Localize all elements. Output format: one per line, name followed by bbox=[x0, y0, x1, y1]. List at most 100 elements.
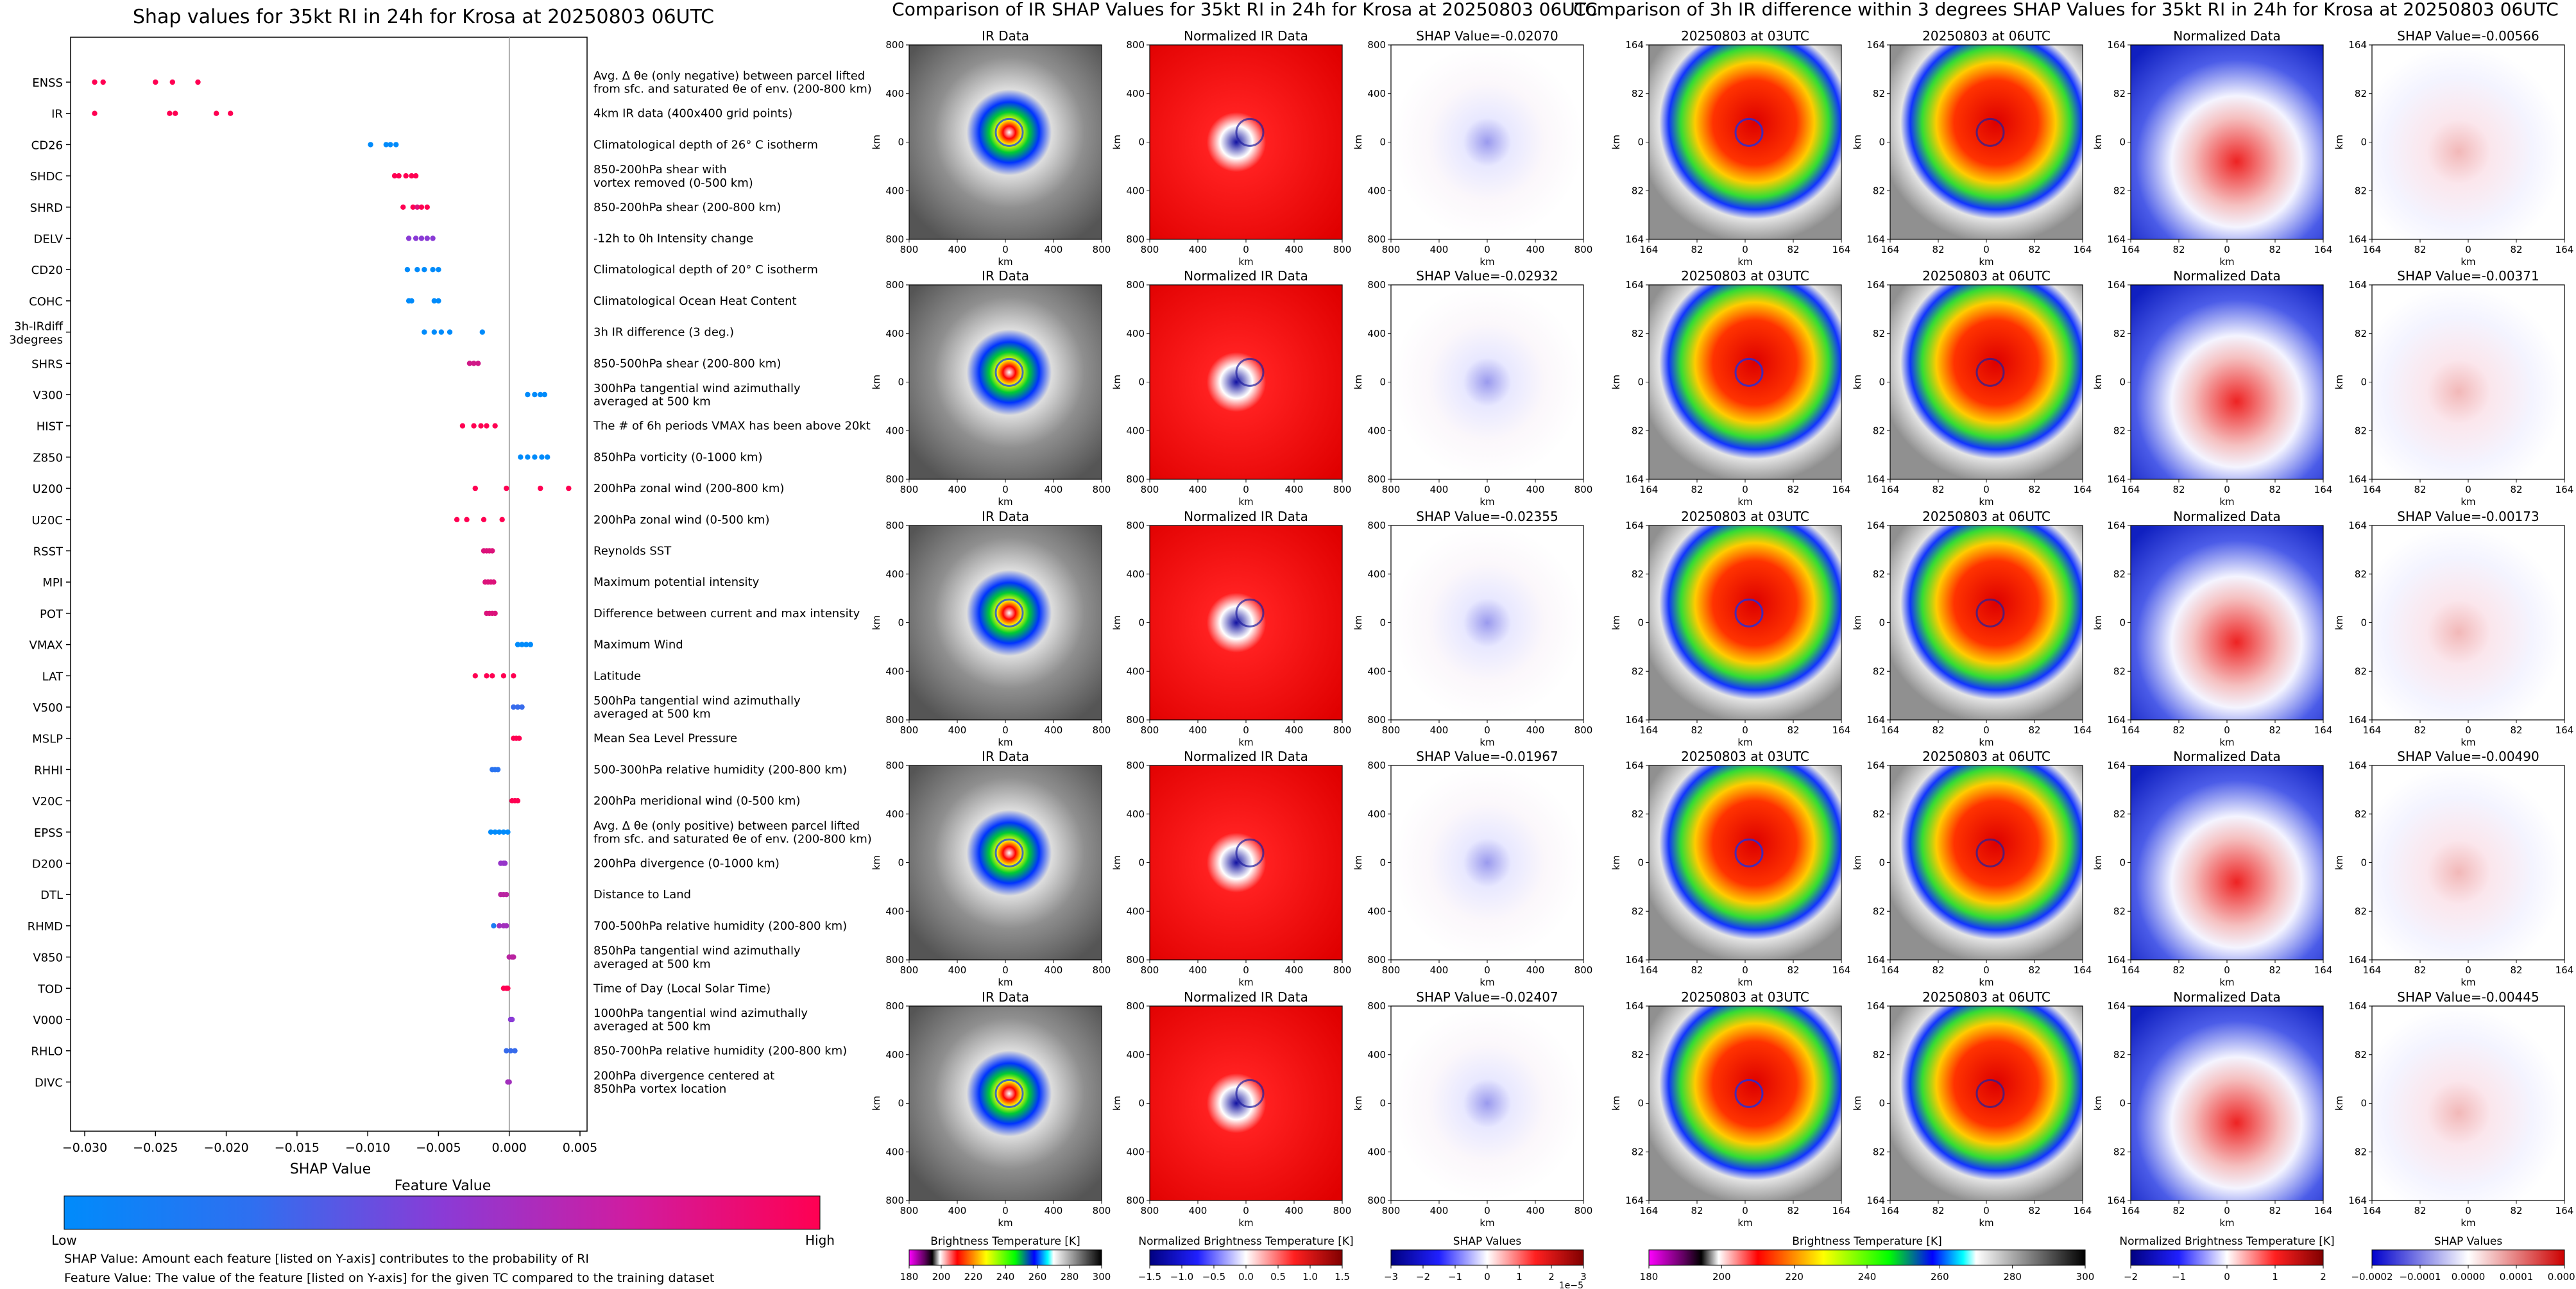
shap-point bbox=[527, 642, 533, 647]
y-tick-label: 800 bbox=[1367, 760, 1386, 771]
y-tick-label: 800 bbox=[1126, 39, 1145, 51]
x-axis-unit: km bbox=[1737, 977, 1752, 988]
shap-point bbox=[396, 173, 402, 179]
shap-point bbox=[516, 735, 522, 741]
shap-point bbox=[492, 829, 498, 835]
colorbar-tick-label: 2 bbox=[1548, 1271, 1555, 1283]
shap-point bbox=[471, 361, 477, 366]
subplot-title: SHAP Value=-0.00371 bbox=[2397, 268, 2539, 284]
x-tick-label: 0 bbox=[2224, 484, 2230, 495]
y-tick-label: 164 bbox=[2107, 1195, 2126, 1206]
y-tick-label: 0 bbox=[1879, 1098, 1885, 1109]
y-tick-label: 82 bbox=[2355, 1049, 2367, 1061]
y-tick-label: 82 bbox=[1873, 808, 1885, 820]
y-axis-unit: km bbox=[871, 135, 882, 149]
shap-point bbox=[566, 485, 572, 491]
y-tick-label: 400 bbox=[1126, 905, 1145, 917]
x-tick-label: 800 bbox=[1574, 484, 1593, 495]
shap-point bbox=[532, 454, 538, 460]
feature-description: Mean Sea Level Pressure bbox=[593, 732, 737, 746]
subplot-title: Normalized IR Data bbox=[1184, 749, 1308, 764]
shap-point bbox=[511, 704, 516, 710]
y-tick-label: 82 bbox=[2355, 808, 2367, 820]
shap-point bbox=[466, 361, 473, 366]
shap-point bbox=[213, 110, 219, 116]
feature-code-label: HIST bbox=[37, 420, 64, 434]
x-tick-label: −0.005 bbox=[416, 1141, 461, 1155]
x-tick-label: 164 bbox=[2363, 244, 2382, 255]
storm-eye-ring bbox=[1975, 598, 2005, 627]
y-tick-label: 400 bbox=[1126, 1146, 1145, 1157]
y-tick-label: 164 bbox=[2107, 520, 2126, 531]
shap-point bbox=[511, 954, 516, 960]
y-tick-label: 800 bbox=[885, 520, 904, 531]
feature-description: 850-700hPa relative humidity (200-800 km… bbox=[593, 1045, 847, 1058]
shap-point bbox=[404, 267, 411, 273]
x-axis-unit: km bbox=[998, 737, 1012, 748]
x-tick-label: 800 bbox=[1333, 724, 1352, 736]
storm-eye-ring bbox=[1235, 357, 1265, 387]
x-tick-label: 800 bbox=[900, 244, 919, 255]
colorbar-tick-label: 180 bbox=[1640, 1271, 1659, 1283]
y-axis-unit: km bbox=[1352, 1096, 1364, 1111]
feature-code-label: CD26 bbox=[31, 139, 63, 152]
colorbar-tick-label: 240 bbox=[996, 1271, 1015, 1283]
feature-description: 200hPa divergence centered at 850hPa vort… bbox=[593, 1069, 774, 1096]
x-tick-label: 800 bbox=[1333, 484, 1352, 495]
shap-point bbox=[509, 1016, 515, 1023]
subplot-title: 20250803 at 03UTC bbox=[1681, 989, 1809, 1005]
x-axis-unit: km bbox=[2461, 977, 2475, 988]
x-tick-label: 82 bbox=[2414, 724, 2426, 736]
y-tick-label: 164 bbox=[2107, 1000, 2126, 1012]
shap-point bbox=[491, 923, 497, 929]
shap-point bbox=[100, 79, 106, 85]
y-tick-label: 164 bbox=[2348, 234, 2367, 245]
y-tick-label: 400 bbox=[1126, 185, 1145, 196]
feature-description: Difference between current and max inten… bbox=[593, 607, 860, 620]
y-tick-label: 0 bbox=[2360, 857, 2367, 869]
feature-description: Reynolds SST bbox=[593, 545, 672, 558]
shap-point bbox=[383, 142, 389, 148]
colorbar-tick-label: 280 bbox=[2003, 1271, 2022, 1283]
storm-eye-ring bbox=[994, 117, 1024, 147]
x-tick-label: 800 bbox=[1093, 1205, 1111, 1216]
feature-code-label: CD20 bbox=[31, 264, 63, 277]
y-tick-label: 800 bbox=[885, 954, 904, 966]
y-tick-label: 82 bbox=[1632, 905, 1644, 917]
image-grid-panels: Comparison of IR SHAP Values for 35kt RI… bbox=[871, 0, 2576, 1289]
subplot-title: IR Data bbox=[982, 268, 1029, 284]
y-tick-label: 164 bbox=[2107, 234, 2126, 245]
x-tick-label: 164 bbox=[1640, 724, 1659, 736]
x-tick-label: 400 bbox=[1045, 484, 1063, 495]
x-tick-label: 0 bbox=[1742, 244, 1748, 255]
shap-point bbox=[472, 673, 478, 679]
x-axis-unit: km bbox=[1480, 737, 1494, 748]
y-tick-label: 82 bbox=[1873, 1146, 1885, 1157]
x-tick-label: 400 bbox=[1526, 484, 1545, 495]
shap-point bbox=[368, 142, 373, 148]
y-tick-label: 82 bbox=[1632, 568, 1644, 580]
x-tick-label: 164 bbox=[2555, 964, 2574, 976]
subplot-title: SHAP Value=-0.02355 bbox=[1416, 509, 1558, 524]
feature-description: 850-500hPa shear (200-800 km) bbox=[593, 357, 781, 370]
panel-title: Comparison of IR SHAP Values for 35kt RI… bbox=[892, 0, 1598, 20]
x-axis-unit: km bbox=[1737, 737, 1752, 748]
y-tick-label: 82 bbox=[2113, 568, 2126, 580]
x-tick-label: 82 bbox=[2269, 484, 2281, 495]
y-tick-label: 400 bbox=[1367, 1049, 1386, 1061]
subplot-title: 20250803 at 06UTC bbox=[1922, 749, 2051, 764]
satellite-image bbox=[1649, 1006, 1841, 1200]
feature-code-label: SHDC bbox=[30, 170, 63, 184]
x-tick-label: 400 bbox=[948, 1205, 967, 1216]
y-tick-label: 164 bbox=[2348, 39, 2367, 51]
y-axis-unit: km bbox=[1610, 855, 1622, 870]
shap-point bbox=[539, 454, 545, 460]
shap-point bbox=[484, 673, 490, 679]
shap-point bbox=[436, 298, 441, 304]
y-tick-label: 164 bbox=[1625, 1195, 1644, 1206]
y-axis-unit: km bbox=[1111, 855, 1123, 870]
shap-point bbox=[508, 1048, 514, 1054]
feature-code-label: V500 bbox=[33, 701, 63, 715]
x-tick-label: 0 bbox=[1243, 964, 1249, 976]
